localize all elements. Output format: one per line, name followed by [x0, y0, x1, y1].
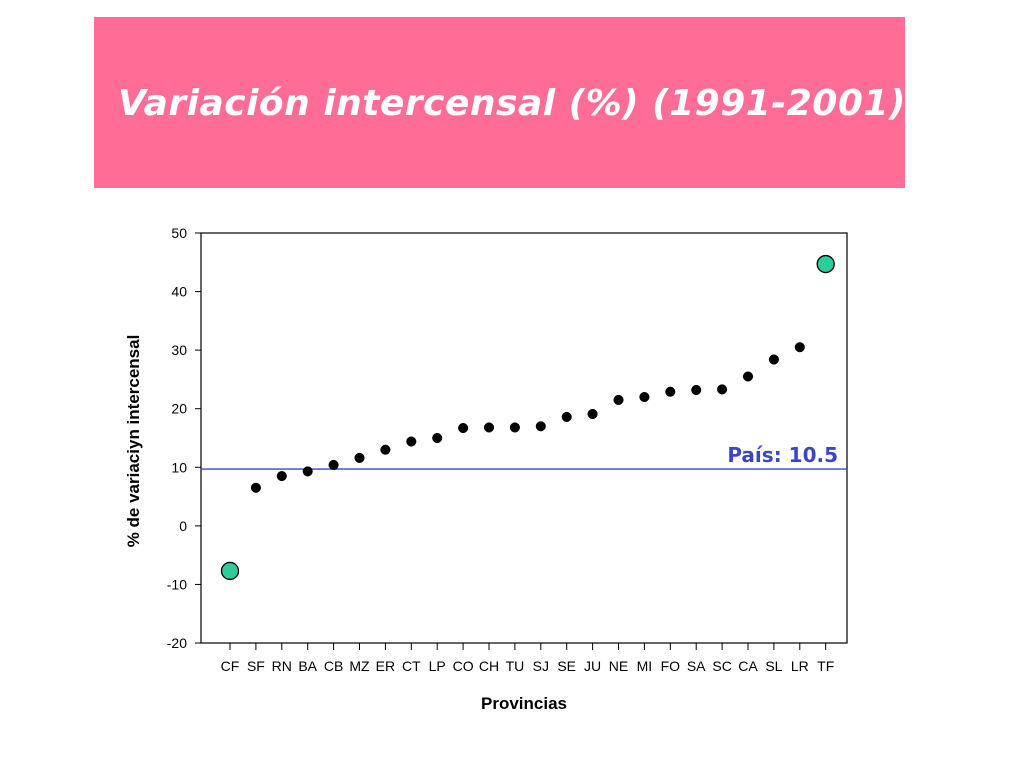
- x-tick-label-se: SE: [557, 658, 576, 674]
- x-tick-label-ba: BA: [298, 658, 317, 674]
- x-tick-label-cf: CF: [221, 658, 240, 674]
- x-tick-label-fo: FO: [661, 658, 681, 674]
- y-tick-label: 20: [171, 401, 187, 417]
- y-tick-label: 40: [171, 284, 187, 300]
- y-tick-label: -20: [167, 635, 187, 651]
- y-tick-label: 30: [171, 342, 187, 358]
- data-points: [220, 254, 835, 581]
- data-point-mz: [354, 452, 365, 463]
- data-point-sl: [768, 354, 779, 365]
- data-point-ne: [613, 394, 624, 405]
- reference-line-label: País: 10.5: [727, 443, 838, 467]
- data-point-rn: [276, 471, 287, 482]
- x-tick-label-sl: SL: [765, 658, 782, 674]
- x-tick-label-lp: LP: [429, 658, 446, 674]
- x-tick-label-ct: CT: [402, 658, 421, 674]
- y-tick-label: 50: [171, 225, 187, 241]
- data-point-sj: [535, 421, 546, 432]
- slide-title: Variación intercensal (%) (1991-2001): [118, 83, 906, 124]
- x-tick-label-er: ER: [376, 658, 395, 674]
- x-tick-label-tf: TF: [817, 658, 834, 674]
- data-point-sc: [717, 384, 728, 395]
- y-tick-label: 10: [171, 459, 187, 475]
- x-tick-label-co: CO: [453, 658, 474, 674]
- x-tick-label-ch: CH: [479, 658, 499, 674]
- data-point-tf: [816, 254, 835, 274]
- data-point-lr: [794, 342, 805, 353]
- data-point-cb: [328, 459, 339, 470]
- data-point-sa: [691, 384, 702, 396]
- x-tick-label-ca: CA: [738, 658, 758, 674]
- data-point-ju: [587, 408, 598, 420]
- data-point-tu: [509, 422, 520, 433]
- data-point-ch: [483, 422, 495, 433]
- chart-axes: -20 -10 0 10 20 30 40 50 CF SF RN BA CB MZ ER CT LP CO CH T…: [167, 225, 848, 674]
- x-tick-label-mz: MZ: [349, 658, 370, 674]
- plot-frame: [200, 232, 848, 644]
- y-tick-label: 0: [179, 518, 187, 534]
- y-axis-title: % de variaciуn intercensal: [124, 335, 143, 548]
- x-tick-label-ne: NE: [609, 658, 628, 674]
- data-point-sf: [250, 482, 261, 493]
- x-tick-label-sa: SA: [687, 658, 706, 674]
- data-point-mi: [639, 391, 650, 403]
- x-tick-label-sj: SJ: [533, 658, 549, 674]
- data-point-fo: [665, 386, 676, 397]
- reference-line-group: País: 10.5: [201, 443, 847, 470]
- x-tick-label-cb: CB: [324, 658, 343, 674]
- x-tick-label-ju: JU: [584, 658, 601, 674]
- data-point-cf: [220, 561, 240, 581]
- data-point-lp: [432, 432, 443, 444]
- data-point-er: [380, 444, 391, 455]
- title-banner: Variación intercensal (%) (1991-2001): [94, 17, 905, 188]
- x-tick-label-sf: SF: [247, 658, 265, 674]
- data-point-ct: [406, 436, 417, 447]
- data-point-ba: [302, 466, 313, 477]
- y-tick-label: -10: [167, 576, 187, 592]
- x-tick-label-rn: RN: [272, 658, 292, 674]
- x-tick-label-sc: SC: [712, 658, 731, 674]
- x-axis-title: Provincias: [481, 694, 567, 713]
- data-point-co: [458, 422, 469, 434]
- x-tick-label-lr: LR: [791, 658, 809, 674]
- data-point-ca: [742, 371, 754, 382]
- x-tick-label-mi: MI: [637, 658, 653, 674]
- x-tick-label-tu: TU: [506, 658, 525, 674]
- data-point-se: [561, 411, 572, 422]
